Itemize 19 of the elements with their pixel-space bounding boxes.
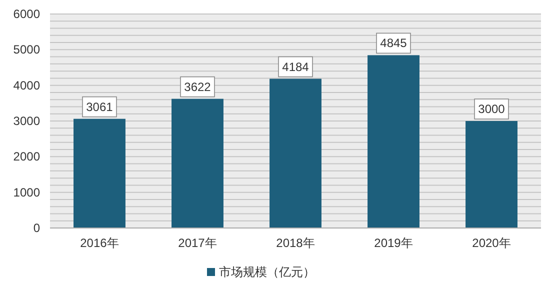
y-tick-label: 4000 — [13, 78, 40, 92]
x-tick-label: 2016年 — [80, 236, 119, 250]
x-tick-label: 2018年 — [276, 236, 315, 250]
bar — [466, 121, 518, 228]
data-label: 3622 — [184, 80, 212, 94]
y-tick-label: 2000 — [13, 150, 40, 164]
data-label: 3000 — [478, 102, 506, 116]
y-tick-label: 1000 — [13, 185, 40, 200]
data-label: 3061 — [86, 100, 114, 114]
y-tick-label: 0 — [33, 221, 40, 235]
y-tick-label: 3000 — [13, 114, 40, 128]
x-tick-label: 2017年 — [178, 236, 217, 250]
y-tick-label: 6000 — [13, 7, 40, 21]
x-tick-label: 2020年 — [472, 236, 511, 250]
data-label: 4845 — [380, 36, 408, 50]
y-tick-label: 5000 — [13, 42, 40, 57]
data-label: 4184 — [282, 60, 310, 74]
legend-label: 市场规模（亿元） — [219, 265, 315, 279]
x-tick-label: 2019年 — [374, 236, 413, 250]
